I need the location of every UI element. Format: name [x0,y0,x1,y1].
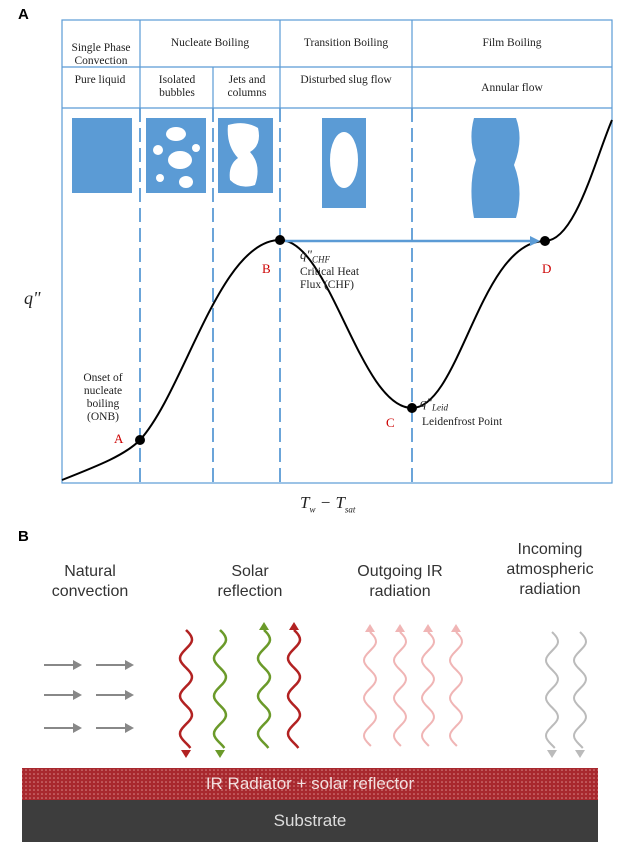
sym-sub: CHF [312,255,330,265]
x-label-sub: sat [345,504,356,514]
arrow [125,690,134,700]
point-label: A [114,432,123,445]
arrow [575,750,585,758]
arrow [73,660,82,670]
regime: Pure liquid [72,74,128,87]
arrow [451,624,461,632]
arrow [574,632,586,748]
point-label: C [386,416,395,429]
chf-note: Critical Heat Flux (CHF) [300,266,380,292]
layer-label: IR Radiator + solar reflector [22,774,598,794]
arrow [73,690,82,700]
arrow-head [530,236,540,246]
leid-note: Leidenfrost Point [422,416,502,429]
arrow [395,624,405,632]
regime: Annular flow [412,82,612,95]
arrow [394,632,406,746]
label: Outgoing IR radiation [340,562,460,602]
onb-note: Onset of nucleate boiling (ONB) [72,372,134,424]
arrow [450,632,462,746]
y-label: q" [24,292,41,305]
arrow [215,750,225,758]
arrow [180,630,192,748]
arrow [422,632,434,746]
arrow [259,622,269,630]
arrow [547,750,557,758]
phase: Transition Boiling [280,37,412,50]
label: Solar reflection [200,562,300,602]
chf-symbol: q"CHF [300,248,330,267]
leid-symbol: q"Leid [420,396,448,415]
arrow [423,624,433,632]
label: Incoming atmospheric radiation [490,540,610,600]
arrow [365,624,375,632]
panel-label: A [18,6,29,23]
arrow [288,630,300,748]
phase: Film Boiling [412,37,612,50]
sym-sub: Leid [432,403,448,413]
phase: Single Phase Convection [62,42,140,68]
regime: Disturbed slug flow [295,74,397,87]
arrow [546,632,558,748]
arrow [258,630,270,748]
arrow [289,622,299,630]
regime: Isolated bubbles [145,74,209,100]
arrow [214,630,226,748]
arrow [364,632,376,746]
sym: q" [300,247,312,262]
arrow [181,750,191,758]
panel-label: B [18,528,29,545]
regime: Jets and columns [217,74,277,100]
x-label-minus: − T [315,493,344,512]
point-label: D [542,262,551,275]
x-label: Tw − Tsat [300,496,355,516]
arrow [125,660,134,670]
label: Natural convection [40,562,140,602]
figure: A Single Phase Convection Nucleate Boili… [0,0,622,842]
arrow [125,723,134,733]
sym: q" [420,395,432,410]
layer-label: Substrate [22,811,598,831]
point-label: B [262,262,271,275]
arrow [73,723,82,733]
phase: Nucleate Boiling [140,37,280,50]
